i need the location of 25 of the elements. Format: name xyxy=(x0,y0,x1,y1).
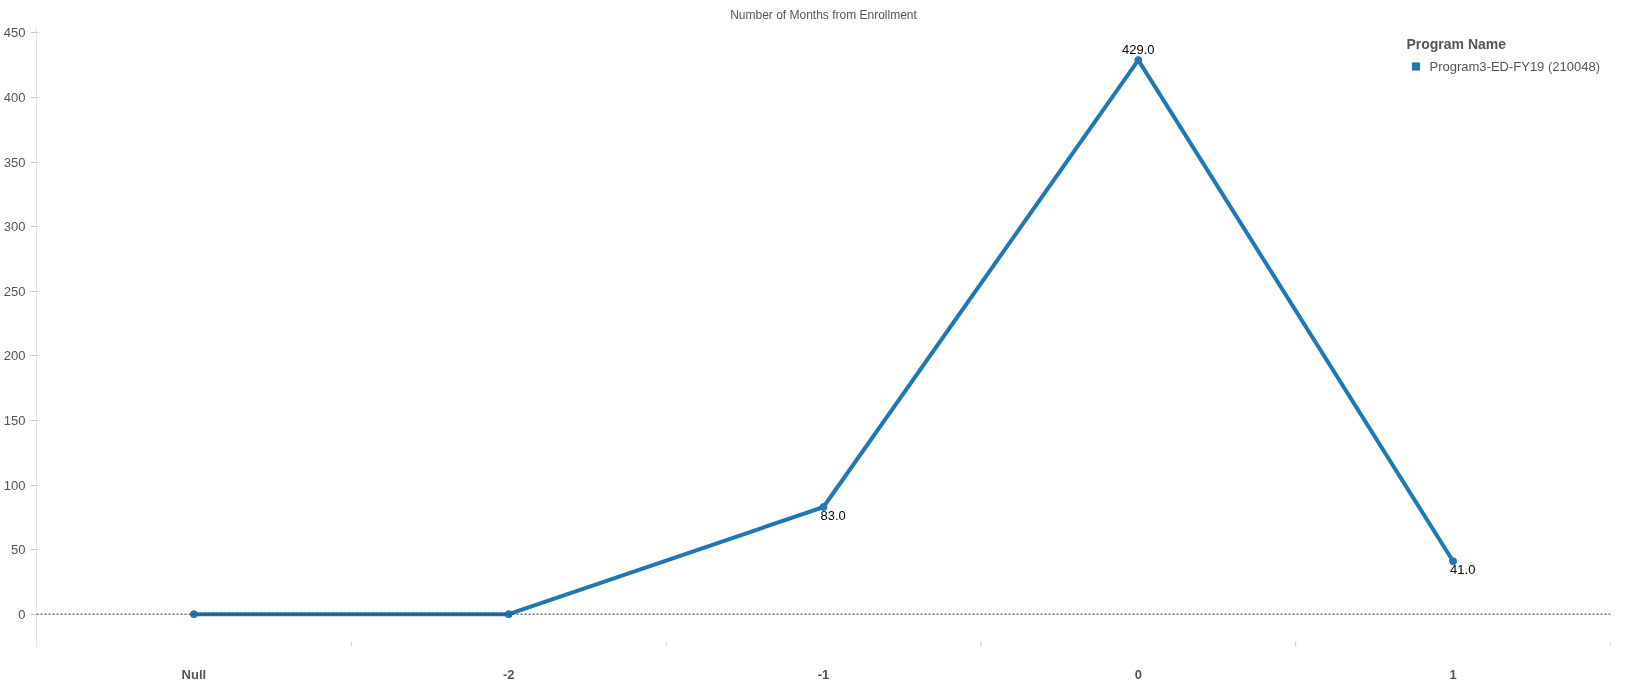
y-tick-label: 300 xyxy=(3,219,26,235)
point xyxy=(1134,56,1143,65)
y-tick-label: 350 xyxy=(3,154,26,170)
y-tick-label: 0 xyxy=(18,606,26,622)
y-tick-label: 150 xyxy=(3,412,26,428)
point xyxy=(1449,557,1458,566)
data-label: 83.0 xyxy=(820,508,846,523)
y-tick-label: 450 xyxy=(3,25,26,41)
x-tick-label: Null xyxy=(181,666,207,682)
legend-title: Program Name xyxy=(1406,36,1508,52)
data-label: 41.0 xyxy=(1450,562,1476,578)
legend-label: Program3-ED-FY19 (210048) xyxy=(1429,58,1600,74)
chart-title: Number of Months from Enrollment xyxy=(730,7,918,22)
y-tick-label: 50 xyxy=(11,542,26,558)
point xyxy=(819,503,828,511)
y-tick-label: 200 xyxy=(3,348,26,364)
y-tick-label: 100 xyxy=(3,477,26,493)
x-tick-label: -2 xyxy=(502,666,515,682)
y-tick-label: 400 xyxy=(3,90,26,106)
x-tick-label: 0 xyxy=(1134,666,1142,682)
data-label: 429.0 xyxy=(1122,42,1155,58)
point xyxy=(189,610,198,619)
x-tick-label: 1 xyxy=(1449,666,1457,682)
y-tick-label: 250 xyxy=(3,283,26,299)
x-tick-label: -1 xyxy=(817,666,830,682)
